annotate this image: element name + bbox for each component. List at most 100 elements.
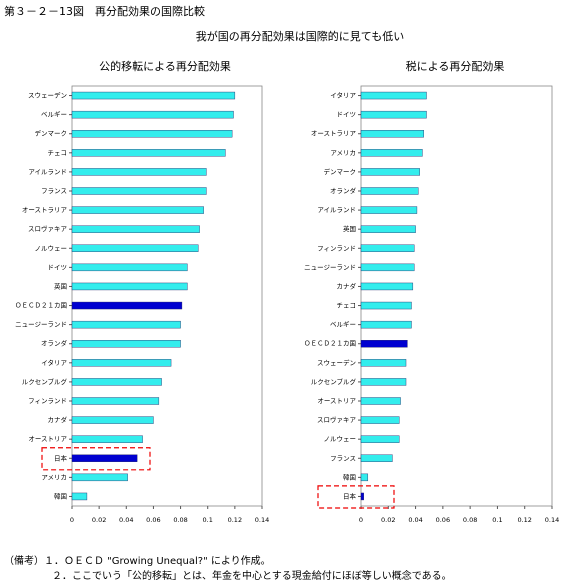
y-tick-label: オーストリア [28,435,67,443]
bar [71,435,143,443]
y-tick-label: オランダ [330,186,357,195]
bar [71,130,233,138]
y-tick-label: ノルウェー [324,435,357,443]
bar [71,91,236,100]
bar [360,91,427,100]
y-tick-label: フランス [41,187,67,195]
y-tick-label: フィンランド [317,244,356,252]
y-tick-label: アメリカ [41,473,67,481]
y-tick-label: アイルランド [317,206,356,214]
bar [71,397,160,405]
highlight-box [41,447,151,471]
y-tick-label: 英国 [54,281,67,290]
y-tick-label: スウェーデン [28,91,67,100]
y-tick-label: ニュージーランド [15,321,67,329]
y-tick-label: アイルランド [28,168,67,176]
bar [360,340,408,348]
bar [71,301,183,310]
bar [71,187,207,195]
y-tick-label: オーストラリア [311,130,357,138]
y-tick-label: ＯＥＣＤ２１カ国 [304,340,356,348]
x-tick-label: 0.1 [203,516,213,524]
bar [360,416,400,424]
y-tick-label: 日本 [343,491,357,500]
x-tick-label: 0.08 [463,516,477,524]
y-tick-label: アメリカ [330,149,356,157]
y-tick-label: チェコ [48,149,68,157]
y-tick-label: ニュージーランド [304,263,356,271]
y-tick-label: ドイツ [337,111,357,119]
y-tick-label: ドイツ [48,263,68,271]
x-tick-label: 0.02 [381,516,395,524]
x-tick-label: 0.12 [228,516,242,524]
y-tick-label: フィンランド [28,397,67,405]
plot-frame [71,85,263,507]
bar [360,320,412,329]
y-tick-label: 英国 [343,224,356,233]
bar [360,473,369,482]
bar [71,149,226,157]
y-tick-label: 日本 [54,453,68,462]
y-tick-label: ノルウェー [35,244,68,252]
x-tick-label: 0.04 [408,516,422,524]
chart-title: 公的移転による再分配効果 [99,59,231,73]
bar [360,187,419,195]
bar [360,454,393,462]
bar [360,492,364,501]
subtitle: 我が国の再分配効果は国際的に見ても低い [196,29,404,43]
note: （備考）１．ＯＥＣＤ "Growing Unequal?" により作成。 [4,554,271,567]
y-tick-label: ベルギー [330,321,356,329]
y-tick-label: ルクセンブルグ [22,377,68,386]
y-tick-label: オーストリア [317,397,356,405]
highlight-box [317,485,395,509]
y-tick-label: フランス [330,454,356,462]
x-tick-label: 0 [359,516,363,524]
page-title: 第３－２－13図 再分配効果の国際比較 [4,4,205,18]
y-tick-label: 韓国 [54,491,67,500]
y-tick-label: イタリア [330,91,356,100]
chart-title: 税による再分配効果 [406,59,505,73]
y-tick-label: ベルギー [41,111,67,119]
y-tick-label: スウェーデン [317,358,356,367]
y-tick-label: ＯＥＣＤ２１カ国 [15,302,67,310]
bar [360,206,418,214]
bar [360,378,407,386]
bar [71,206,204,214]
bar [360,435,400,443]
x-tick-label: 0.08 [173,516,187,524]
bar [71,492,88,501]
x-tick-label: 0.14 [255,516,269,524]
y-tick-label: 韓国 [343,472,356,481]
y-tick-label: カナダ [48,415,68,424]
y-tick-label: スロヴァキア [28,224,68,233]
bar [360,359,407,367]
bar [71,359,172,367]
bar [71,244,199,252]
y-tick-label: スロヴァキア [317,415,357,424]
x-tick-label: 0.14 [545,516,559,524]
x-tick-label: 0.06 [146,516,160,524]
y-tick-label: デンマーク [324,167,357,176]
bar [360,244,415,252]
bar [71,263,188,272]
bar [71,110,234,119]
y-tick-label: デンマーク [35,129,68,138]
x-tick-label: 0 [70,516,74,524]
x-tick-label: 0.06 [436,516,450,524]
x-tick-label: 0.12 [517,516,531,524]
plot-frame [360,85,553,507]
bar [71,320,181,329]
bar [360,130,424,138]
bar [360,397,401,405]
bar [360,110,427,119]
bar [360,225,416,233]
y-tick-label: オーストラリア [22,206,68,214]
y-tick-label: カナダ [337,281,357,290]
note: ２．ここでいう「公的移転」とは、年金を中心とする現金給付にほぼ等しい概念である。 [52,569,452,582]
y-tick-label: チェコ [337,302,357,310]
bar [71,454,138,462]
x-tick-label: 0.04 [119,516,133,524]
x-tick-label: 0.02 [92,516,106,524]
y-tick-label: ルクセンブルグ [311,377,357,386]
